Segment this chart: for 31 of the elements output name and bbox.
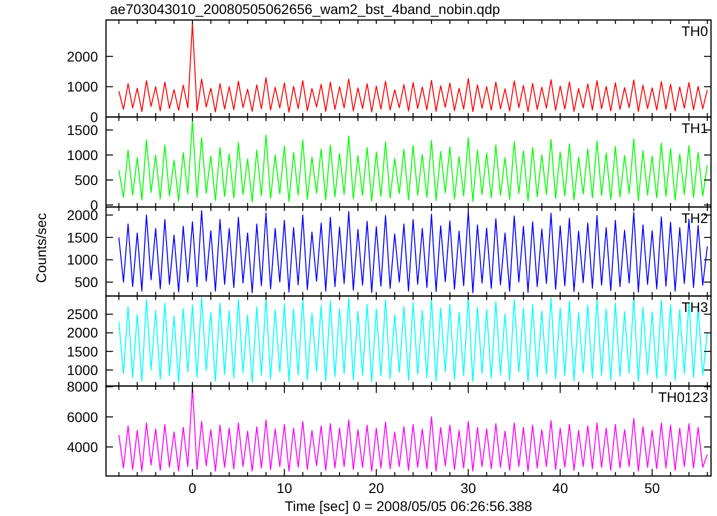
line-series: [118, 296, 708, 384]
x-tick-label: 50: [644, 480, 660, 496]
line-series: [118, 120, 708, 202]
x-tick-label: 0: [188, 480, 197, 496]
y-tick-label: 8000: [66, 378, 98, 395]
line-series: [118, 22, 708, 113]
series-label: TH2: [682, 210, 708, 226]
y-tick-label: 1000: [66, 362, 98, 378]
chart-title: ae703043010_20080505062656_wam2_bst_4band_nobin.qdp: [110, 1, 500, 17]
y-tick-label: 1500: [66, 229, 98, 246]
y-tick-label: 2000: [66, 48, 98, 64]
series-label: TH1: [682, 120, 708, 136]
line-series: [118, 210, 708, 294]
x-tick-label: 10: [276, 480, 292, 496]
y-tick-label: 500: [74, 274, 98, 290]
y-tick-label: 1000: [66, 78, 98, 95]
y-tick-label: 4000: [66, 438, 98, 455]
x-tick-label: 20: [368, 480, 384, 496]
y-tick-label: 2000: [66, 324, 98, 341]
y-axis-title: Counts/sec: [33, 212, 49, 284]
y-tick-label: 1500: [66, 343, 98, 360]
y-tick-label: 2500: [66, 306, 98, 322]
y-tick-label: 6000: [66, 408, 98, 425]
text: TH0: [682, 23, 708, 39]
y-tick-label: 1000: [66, 252, 98, 268]
y-tick-label: 1000: [66, 146, 98, 163]
series-label: TH0123: [658, 389, 708, 405]
x-tick-label: 40: [552, 480, 568, 496]
x-tick-label: 30: [460, 480, 476, 496]
y-tick-label: 500: [74, 172, 98, 188]
x-axis-title: Time [sec] 0 = 2008/05/05 06:26:56.388: [284, 498, 532, 514]
